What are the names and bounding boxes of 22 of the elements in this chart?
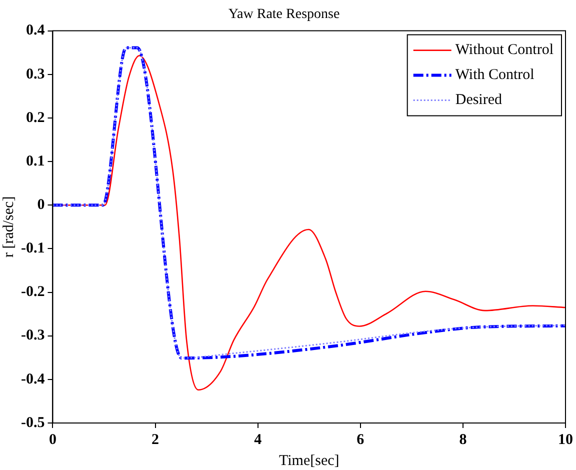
y-tick-label: -0.2	[20, 284, 45, 300]
y-tick-label: -0.3	[20, 328, 45, 344]
y-tick-label: 0	[37, 196, 45, 213]
x-tick-label: 2	[152, 432, 160, 448]
legend-label: Desired	[455, 92, 503, 108]
x-tick-label: 6	[356, 432, 365, 448]
y-tick-label: 0.1	[26, 153, 45, 170]
legend-label: With Control	[455, 67, 534, 84]
y-tick-label: -0.1	[20, 240, 45, 257]
y-tick-label: -0.4	[20, 371, 46, 388]
x-tick-label: 8	[459, 432, 467, 448]
y-axis-title: r [rad/sec]	[0, 196, 17, 258]
x-tick-label: 10	[558, 432, 573, 448]
y-tick-label: 0.4	[26, 22, 46, 39]
y-tick-label: 0.3	[26, 66, 45, 82]
x-axis-title: Time[sec]	[278, 452, 340, 469]
y-tick-label: 0.2	[26, 110, 45, 126]
y-tick-label: -0.5	[20, 414, 45, 431]
x-tick-label: 0	[48, 432, 56, 448]
x-tick-label: 4	[254, 432, 262, 448]
legend-label: Without Control	[455, 42, 554, 58]
chart-title: Yaw Rate Response	[228, 7, 340, 22]
